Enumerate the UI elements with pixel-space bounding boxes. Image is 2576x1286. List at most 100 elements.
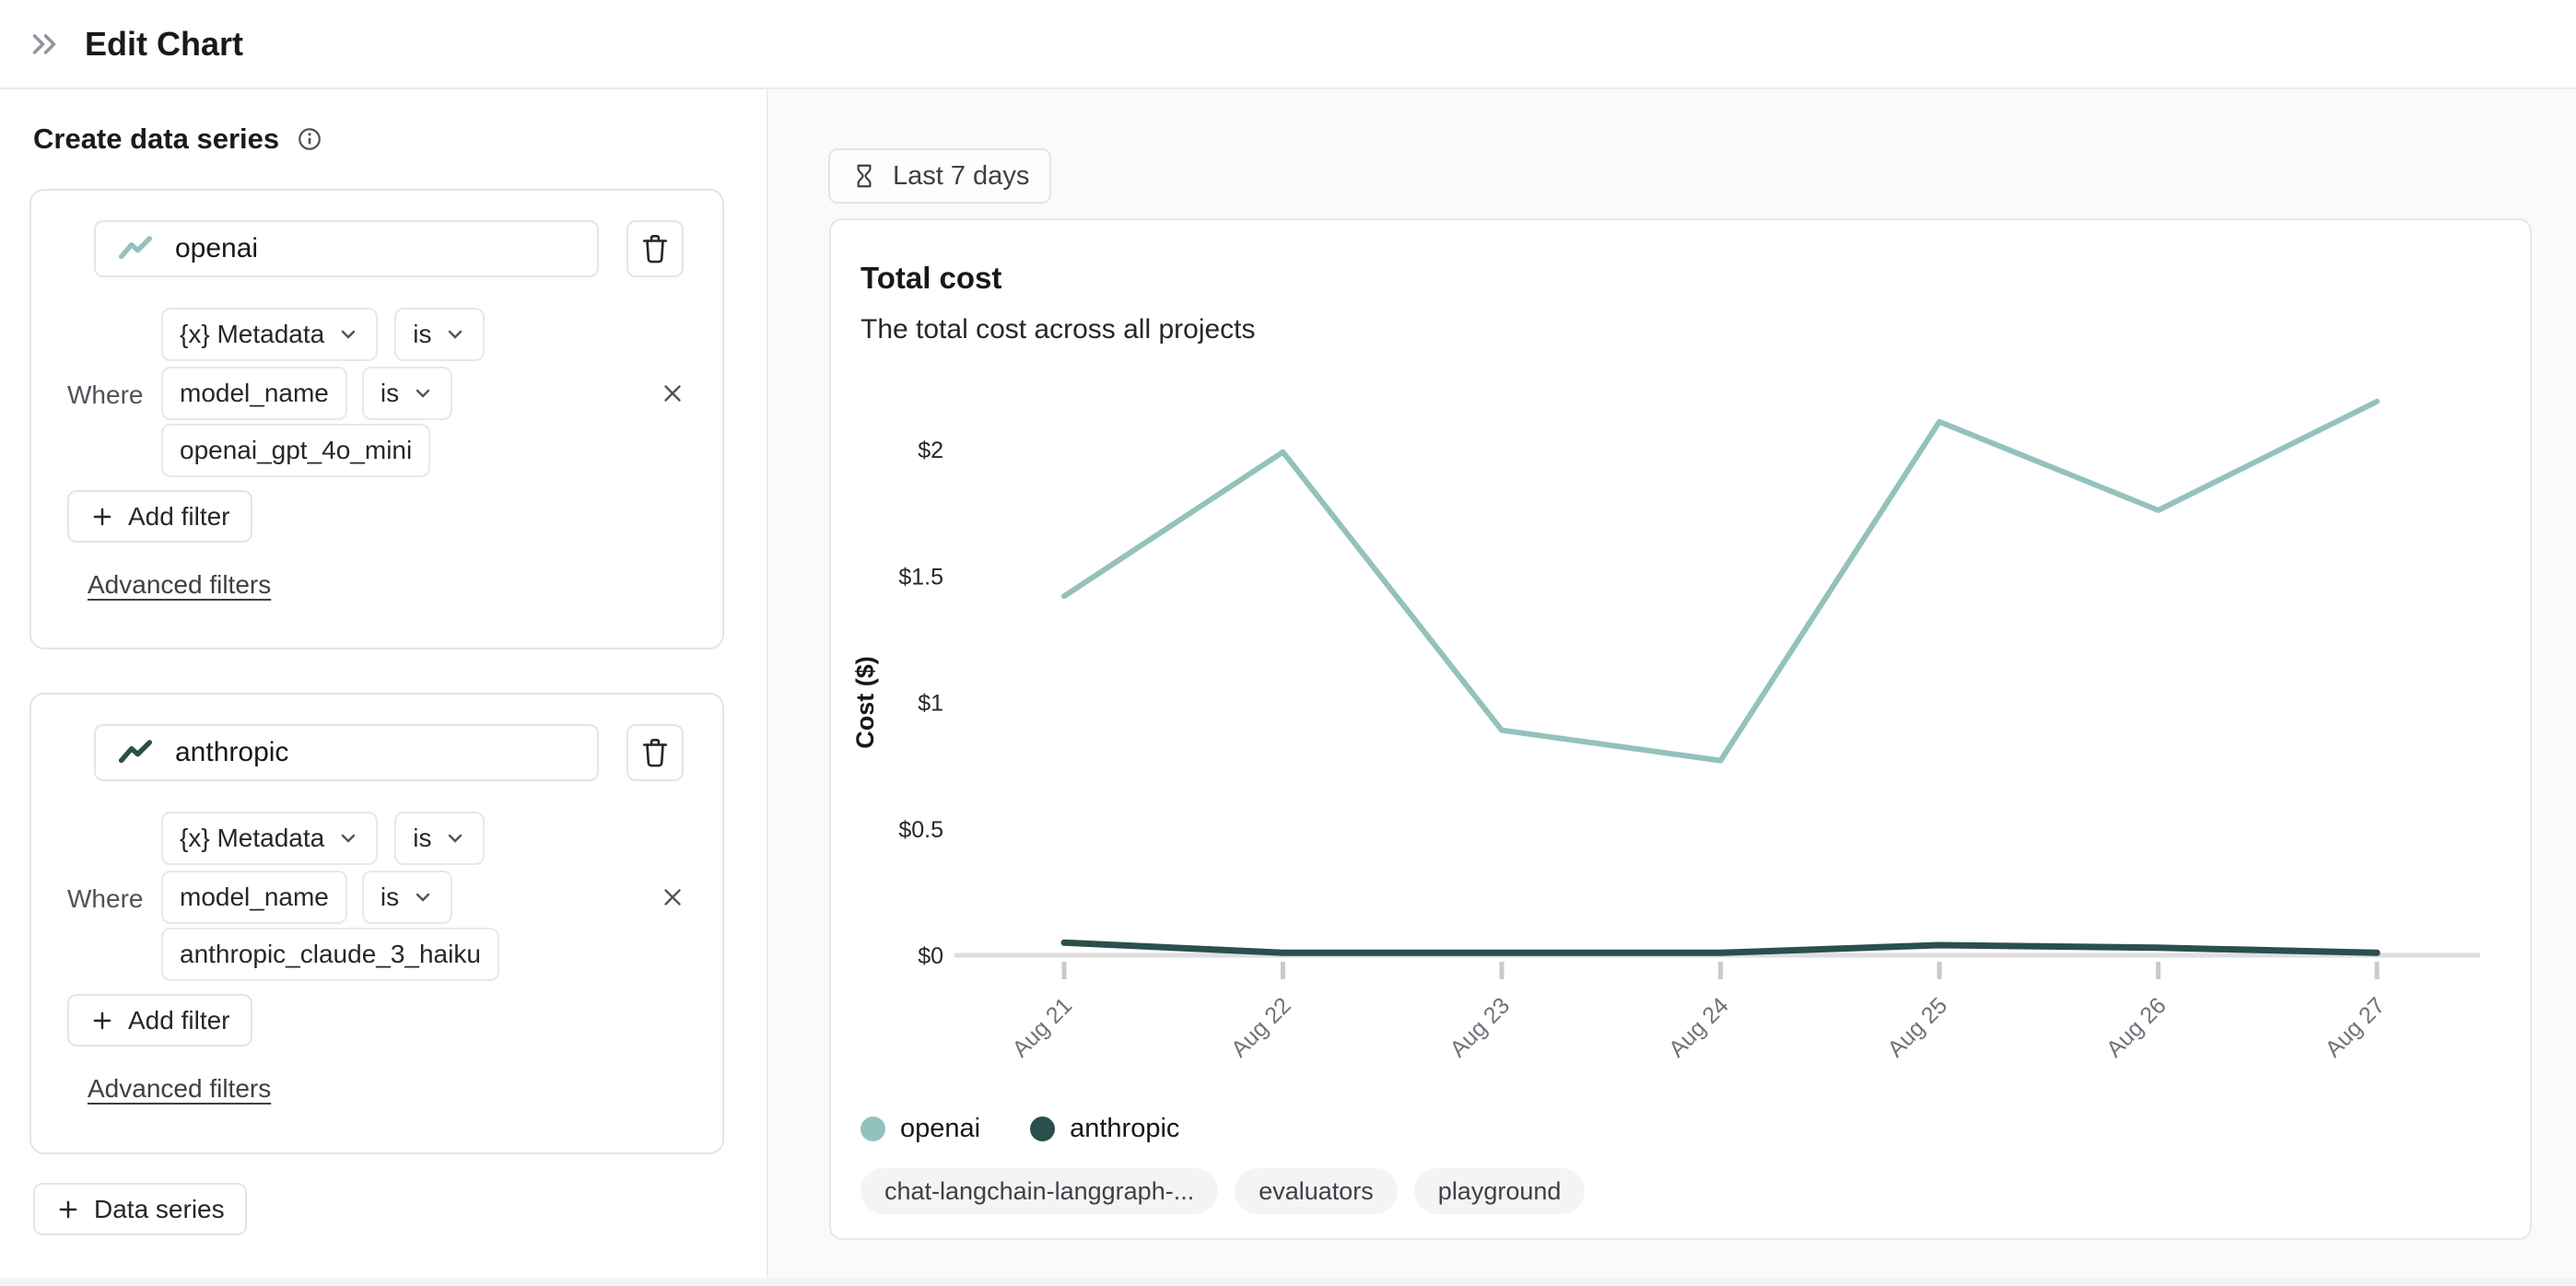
filter-key-row: model_name is [161, 871, 453, 924]
y-axis-label: $2 [918, 438, 943, 463]
legend-item-openai: openai [861, 1114, 980, 1144]
filter-field-label: {x} Metadata [180, 824, 325, 852]
time-range-button[interactable]: Last 7 days [828, 148, 1052, 204]
remove-filter-button[interactable] [654, 375, 691, 412]
series-name-input[interactable] [173, 232, 560, 265]
advanced-filters-link[interactable]: Advanced filters [88, 570, 272, 599]
operator-label: is [380, 379, 400, 407]
filter-key-row: model_name is [161, 367, 453, 420]
trend-line-icon [116, 737, 155, 768]
y-axis-label: $1.5 [898, 564, 943, 590]
add-data-series-button[interactable]: Data series [33, 1183, 247, 1235]
filter-field-row: {x} Metadata is [161, 812, 486, 865]
line-chart: Aug 21 Aug 22 Aug 23 Aug 24 Aug 25 Aug 26 Aug … [851, 398, 2480, 1062]
delete-series-button[interactable] [626, 220, 684, 277]
legend-label: anthropic [1070, 1114, 1180, 1143]
y-axis-label: $0.5 [898, 817, 943, 843]
y-axis-label: $0 [918, 943, 943, 969]
plus-icon [93, 1011, 111, 1029]
operator-label: is [413, 824, 432, 852]
filter-value-row: openai_gpt_4o_mini [161, 424, 431, 477]
x-axis-label: Aug 24 [1664, 992, 1734, 1062]
filter-key-field[interactable]: model_name [161, 871, 347, 924]
filter-field-select[interactable]: {x} Metadata [161, 308, 379, 361]
filter-value-label: openai_gpt_4o_mini [180, 436, 413, 464]
page-title: Edit Chart [85, 24, 244, 63]
panel-heading: Create data series [33, 123, 323, 156]
filter-field-operator-select[interactable]: is [394, 308, 486, 361]
filter-field-operator-select[interactable]: is [394, 812, 486, 865]
x-axis-label: Aug 27 [2320, 992, 2390, 1062]
close-icon [664, 385, 681, 402]
add-filter-button[interactable]: Add filter [67, 994, 252, 1046]
legend-label: openai [900, 1114, 981, 1143]
time-range-label: Last 7 days [893, 160, 1030, 191]
project-tag: evaluators [1235, 1168, 1398, 1214]
x-axis-label: Aug 26 [2102, 992, 2172, 1062]
filter-key-label: model_name [180, 883, 329, 911]
series-card-anthropic: {x} Metadata is Where model_name is [29, 693, 724, 1154]
legend-dot [861, 1116, 885, 1141]
add-filter-button[interactable]: Add filter [67, 490, 252, 543]
data-series-panel: Create data series [0, 89, 768, 1277]
x-axis-label: Aug 22 [1226, 992, 1296, 1062]
add-data-series-label: Data series [94, 1194, 225, 1223]
legend-dot [1030, 1116, 1056, 1141]
y-axis-label: $1 [918, 691, 943, 717]
x-axis-label: Aug 25 [1882, 992, 1952, 1062]
filter-key-field[interactable]: model_name [161, 367, 347, 420]
chevron-down-icon [449, 330, 463, 339]
legend-item-anthropic: anthropic [1030, 1114, 1179, 1144]
filter-value-row: anthropic_claude_3_haiku [161, 928, 499, 981]
series-name-field[interactable] [94, 220, 599, 277]
add-filter-label: Add filter [128, 1005, 230, 1035]
x-axis-label: Aug 21 [1007, 992, 1077, 1062]
hourglass-icon [857, 164, 872, 188]
filter-key-label: model_name [180, 379, 329, 407]
series-name-input[interactable] [173, 736, 560, 769]
series-name-field[interactable] [94, 724, 599, 781]
delete-series-button[interactable] [626, 724, 684, 781]
remove-filter-button[interactable] [654, 879, 691, 916]
filter-value-label: anthropic_claude_3_haiku [180, 940, 481, 968]
bottom-scrollbar-track[interactable] [0, 1278, 2576, 1286]
info-icon[interactable] [296, 125, 323, 153]
panel-heading-label: Create data series [33, 123, 280, 155]
add-filter-label: Add filter [128, 501, 230, 531]
project-tag: chat-langchain-langgraph-... [861, 1168, 1219, 1214]
operator-label: is [380, 883, 400, 911]
chart-title: Total cost [861, 261, 1002, 295]
close-icon [664, 889, 681, 906]
where-label: Where [67, 380, 144, 409]
filter-key-operator-select[interactable]: is [361, 367, 453, 420]
chevron-down-icon [416, 893, 430, 902]
project-tag: playground [1413, 1168, 1586, 1214]
filter-key-operator-select[interactable]: is [361, 871, 453, 924]
advanced-filters-link[interactable]: Advanced filters [88, 1074, 272, 1103]
series-card-openai: {x} Metadata is Where model_name is [29, 189, 724, 649]
filter-value-field[interactable]: anthropic_claude_3_haiku [161, 928, 499, 981]
chevron-down-icon [449, 834, 463, 843]
chart-subtitle: The total cost across all projects [861, 314, 1256, 345]
filter-field-row: {x} Metadata is [161, 308, 486, 361]
page-header: Edit Chart [0, 0, 2576, 89]
series-line-openai [1061, 398, 2380, 764]
operator-label: is [413, 320, 432, 348]
filter-value-field[interactable]: openai_gpt_4o_mini [161, 424, 431, 477]
collapse-panel-icon[interactable] [28, 28, 61, 61]
chevron-down-icon [342, 330, 356, 339]
chevron-down-icon [342, 834, 356, 843]
trend-line-icon [116, 233, 155, 264]
chart-preview-area: Last 7 days Total cost The total cost ac… [770, 89, 2576, 1286]
chart-card: Total cost The total cost across all pro… [829, 218, 2532, 1240]
filter-field-select[interactable]: {x} Metadata [161, 812, 379, 865]
x-axis-label: Aug 23 [1445, 992, 1515, 1062]
series-line-anthropic [1060, 939, 2381, 956]
plus-icon [93, 508, 111, 525]
plus-icon [59, 1200, 77, 1218]
y-axis-title: Cost ($) [851, 656, 879, 749]
chart-legend: openai anthropic [861, 1114, 1179, 1144]
filter-field-label: {x} Metadata [180, 320, 325, 348]
chevron-down-icon [416, 389, 430, 398]
